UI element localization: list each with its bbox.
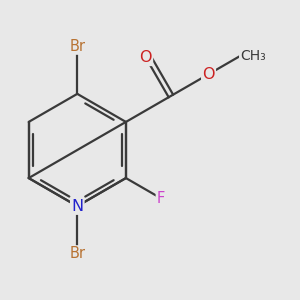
Text: Br: Br [69, 246, 85, 261]
Text: Br: Br [69, 39, 85, 54]
Text: O: O [202, 67, 215, 82]
Text: O: O [140, 50, 152, 65]
Text: N: N [71, 199, 83, 214]
Text: F: F [157, 191, 165, 206]
Text: CH₃: CH₃ [240, 49, 266, 63]
